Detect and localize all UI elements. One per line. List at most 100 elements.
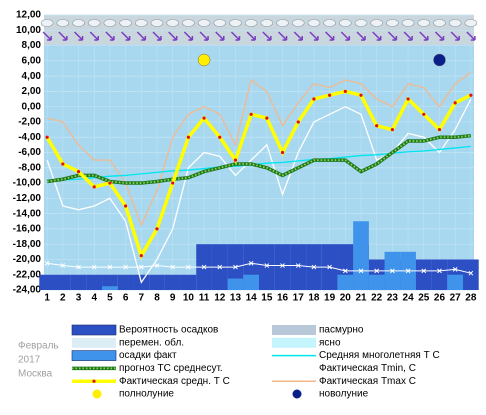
legend-label: полнолуние bbox=[119, 389, 174, 400]
x-tick-label: 16 bbox=[277, 293, 289, 304]
line bbox=[46, 71, 472, 227]
cloud-icon bbox=[197, 19, 211, 27]
y-tick-label: -16,00 bbox=[13, 224, 42, 235]
point bbox=[249, 112, 253, 116]
cloud-icon bbox=[103, 19, 117, 27]
x-tick-label: 3 bbox=[76, 293, 82, 304]
wind-arrow bbox=[356, 31, 366, 41]
point bbox=[359, 93, 363, 97]
cloud-icon bbox=[323, 19, 336, 27]
y-tick-label: -20,00 bbox=[13, 254, 42, 265]
x-tick-label: 2 bbox=[60, 293, 66, 304]
cross-marker bbox=[123, 264, 128, 270]
cross-marker bbox=[233, 264, 238, 270]
line bbox=[47, 145, 471, 183]
wind-arrow bbox=[262, 31, 272, 41]
wind-arrow bbox=[230, 31, 241, 41]
cross-marker bbox=[107, 264, 113, 270]
area-bar bbox=[353, 221, 369, 290]
cross-marker bbox=[201, 264, 207, 270]
x-tick-label: 7 bbox=[139, 293, 145, 304]
point bbox=[202, 116, 206, 120]
wind-arrow bbox=[89, 31, 99, 41]
area-bar bbox=[54, 274, 71, 290]
wind-arrow bbox=[121, 31, 131, 41]
area-bar bbox=[337, 274, 354, 290]
cloud-icon bbox=[150, 19, 164, 27]
legend-label: осадки факт bbox=[119, 349, 177, 361]
x-tick-label: 1 bbox=[44, 293, 50, 304]
wind-arrow bbox=[42, 31, 52, 41]
area-bar bbox=[243, 274, 259, 290]
y-tick-label: -12,00 bbox=[13, 193, 42, 204]
point bbox=[139, 254, 143, 258]
legend-label: новолуние bbox=[319, 389, 369, 400]
cloud-icon bbox=[87, 19, 101, 27]
legend-swatch bbox=[71, 350, 117, 361]
cloud-icon bbox=[213, 19, 227, 27]
cross-marker bbox=[374, 268, 380, 274]
point bbox=[390, 127, 394, 132]
x-tick-label: 17 bbox=[293, 293, 305, 304]
cross-marker bbox=[170, 264, 176, 270]
cloud-icon bbox=[307, 19, 321, 27]
area-bar bbox=[86, 274, 103, 290]
wind-arrow bbox=[325, 31, 335, 41]
x-tick-label: 8 bbox=[154, 293, 160, 304]
legend-label: прогноз ТС среднесут. bbox=[119, 363, 223, 374]
y-tick-label: 4,00 bbox=[22, 71, 42, 82]
legend-swatch bbox=[292, 389, 302, 399]
x-tick-label: 10 bbox=[183, 293, 195, 304]
y-tick-label: -24,00 bbox=[13, 285, 42, 296]
x-tick-label: 6 bbox=[123, 293, 129, 304]
annotation: 2017 bbox=[18, 355, 41, 366]
cloud-icon bbox=[260, 19, 274, 27]
cloud-icon bbox=[56, 19, 70, 27]
cloud-icon bbox=[339, 19, 352, 27]
cloud-icon bbox=[464, 19, 478, 27]
cloud-icon bbox=[448, 19, 462, 27]
y-tick-label: -4,00 bbox=[18, 132, 41, 143]
point bbox=[155, 227, 159, 231]
legend-label: перемен. обл. bbox=[119, 336, 184, 348]
area-bar bbox=[39, 274, 55, 290]
area-bar bbox=[180, 274, 197, 290]
wind-arrow bbox=[419, 31, 429, 41]
line bbox=[46, 133, 472, 185]
y-tick-label: -14,00 bbox=[13, 208, 42, 219]
cloud-icon bbox=[229, 19, 242, 27]
cloud-icon bbox=[182, 19, 195, 27]
point bbox=[61, 162, 65, 166]
wind-arrow bbox=[372, 31, 382, 41]
legend-swatch bbox=[71, 324, 117, 336]
cross-marker bbox=[437, 268, 442, 274]
wind-arrow bbox=[199, 31, 209, 41]
wind-arrow bbox=[183, 31, 194, 41]
y-tick-label: -10,00 bbox=[13, 178, 42, 189]
cloud-icon bbox=[166, 19, 179, 27]
legend-swatch bbox=[92, 389, 102, 399]
cross-marker bbox=[248, 260, 254, 266]
cross-marker bbox=[76, 264, 81, 270]
cross-marker bbox=[468, 270, 474, 276]
y-tick-label: 2,00 bbox=[22, 86, 42, 97]
area-bar bbox=[227, 278, 244, 290]
x-tick-label: 11 bbox=[199, 293, 210, 304]
point bbox=[375, 124, 379, 128]
legend-swatch bbox=[272, 337, 316, 348]
point bbox=[124, 204, 128, 208]
point bbox=[469, 93, 473, 97]
wind-arrow bbox=[403, 31, 413, 41]
legend-swatch bbox=[72, 337, 116, 348]
point bbox=[406, 97, 410, 101]
x-tick-label: 18 bbox=[308, 293, 320, 304]
cloud-icon bbox=[401, 19, 415, 27]
point bbox=[76, 169, 81, 174]
legend-swatch bbox=[92, 379, 96, 383]
cloud-icon bbox=[433, 19, 446, 27]
point bbox=[343, 89, 347, 93]
cloud-icon bbox=[354, 19, 368, 27]
y-tick-label: -22,00 bbox=[13, 269, 42, 280]
y-tick-label: -18,00 bbox=[13, 239, 42, 250]
y-tick-label: -6,00 bbox=[18, 147, 41, 158]
